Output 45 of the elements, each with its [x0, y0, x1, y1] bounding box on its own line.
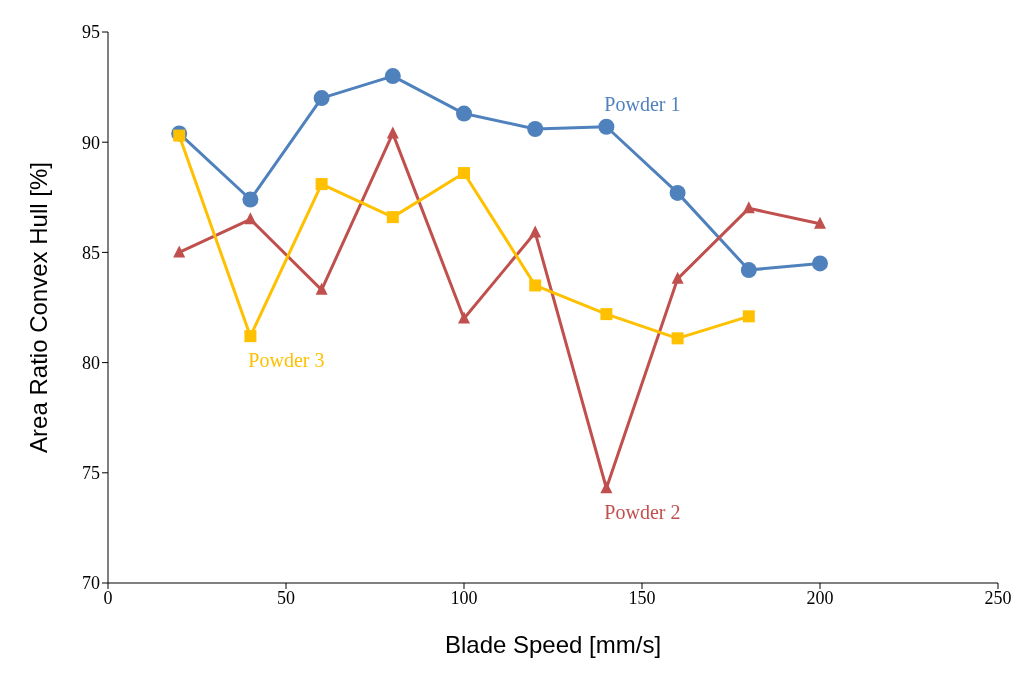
- y-tick-label: 70: [82, 573, 100, 594]
- x-tick-label: 250: [984, 587, 1012, 608]
- point: [742, 201, 755, 214]
- x-tick-label: 200: [806, 587, 834, 608]
- y-axis-title: Area Ratio Convex Hull [%]: [24, 162, 52, 453]
- point: [740, 262, 757, 279]
- point: [315, 178, 328, 191]
- point: [244, 330, 257, 343]
- y-tick-label: 90: [82, 132, 100, 153]
- point: [458, 311, 470, 324]
- point: [529, 279, 542, 292]
- point: [386, 126, 399, 139]
- x-axis-title: Blade Speed [mm/s]: [444, 631, 662, 658]
- point: [313, 90, 330, 107]
- point: [527, 120, 544, 137]
- x-tick-label: 150: [628, 587, 656, 608]
- point: [671, 332, 684, 345]
- point: [669, 184, 686, 201]
- x-tick-label: 0: [103, 587, 113, 608]
- x-tick-label: 100: [450, 587, 478, 608]
- series-label: Powder 2: [604, 500, 681, 523]
- y-tick-label: 95: [82, 22, 100, 43]
- point: [529, 225, 542, 238]
- point: [386, 211, 399, 224]
- y-tick-label: 75: [82, 463, 100, 484]
- point: [812, 255, 828, 272]
- point: [244, 212, 257, 225]
- point: [671, 271, 684, 284]
- point: [384, 68, 401, 85]
- point: [598, 118, 615, 135]
- series-label: Powder 3: [248, 348, 325, 371]
- x-tick-label: 50: [277, 587, 295, 608]
- point: [173, 245, 186, 258]
- point: [814, 216, 826, 229]
- point: [173, 129, 186, 142]
- y-tick-label: 80: [82, 352, 100, 373]
- point: [458, 167, 470, 180]
- point: [315, 282, 328, 295]
- point: [456, 105, 472, 122]
- point: [600, 481, 613, 494]
- point: [600, 308, 613, 321]
- y-tick-label: 85: [82, 242, 100, 263]
- series-label: Powder 1: [604, 93, 681, 116]
- point: [242, 191, 259, 208]
- point: [742, 310, 755, 323]
